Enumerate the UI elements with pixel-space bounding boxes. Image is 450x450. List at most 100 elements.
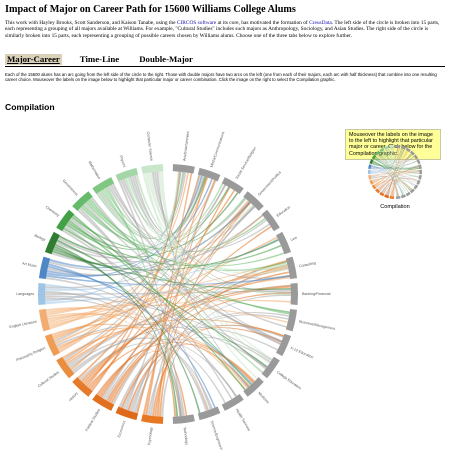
compilation-thumbnail-label[interactable]: Compilation xyxy=(380,204,410,210)
ribbon xyxy=(44,289,291,296)
thumb-ribbon xyxy=(375,158,416,188)
tab-major-career[interactable]: Major-Career xyxy=(5,54,62,65)
thumb-career-segment-government-politics xyxy=(410,150,415,156)
circos-diagram[interactable]: Psychology Economics Political Studies Hist… xyxy=(0,108,340,450)
career-segment-college-education[interactable] xyxy=(261,356,280,379)
tab-time-line[interactable]: Time-Line xyxy=(79,54,120,64)
major-segment-psychology[interactable] xyxy=(141,414,164,424)
major-label-art-music[interactable]: Art Music xyxy=(22,261,38,268)
ribbon xyxy=(71,337,237,397)
section-title: Compilation xyxy=(5,102,55,112)
major-label-chemistry[interactable]: Chemistry xyxy=(45,205,61,218)
thumb-ribbon xyxy=(378,153,413,164)
major-label-languages[interactable]: Languages xyxy=(16,292,34,296)
thumb-major-segment-languages xyxy=(368,169,371,175)
career-label-business-management[interactable]: Business/Management xyxy=(299,320,336,331)
thumb-segment-ring xyxy=(368,145,422,199)
thumb-ribbon xyxy=(391,165,419,197)
career-segment-health-services[interactable] xyxy=(221,393,244,411)
career-label-health-services[interactable]: Health Services xyxy=(235,408,251,432)
career-segment-medicine[interactable] xyxy=(243,377,264,397)
major-label-political-studies[interactable]: Political Studies xyxy=(85,408,102,432)
major-segment-economics[interactable] xyxy=(115,406,139,421)
thumb-ribbon xyxy=(383,181,413,194)
thumb-ribbon xyxy=(371,156,415,169)
career-label-media-communications[interactable]: Media/Communications xyxy=(210,131,226,168)
career-segment-technology[interactable] xyxy=(172,414,195,424)
thumb-career-segment-education xyxy=(413,154,419,160)
major-segment-languages[interactable] xyxy=(38,282,46,306)
thumb-ribbon xyxy=(387,147,399,161)
career-segment-k-12-education[interactable] xyxy=(276,333,292,357)
major-label-cultural-studies[interactable]: Cultural Studies xyxy=(37,370,60,388)
major-label-english-literature[interactable]: English Literature xyxy=(9,320,37,330)
major-segment-history[interactable] xyxy=(72,377,93,397)
career-segment-business-management[interactable] xyxy=(285,308,298,332)
major-label-philosophy-religion[interactable]: Philosophy Religion xyxy=(16,346,47,362)
major-label-psychology[interactable]: Psychology xyxy=(147,427,153,446)
career-segment-consulting[interactable] xyxy=(285,256,298,280)
career-label-medicine[interactable]: Medicine xyxy=(257,391,270,404)
major-label-history[interactable]: History xyxy=(68,391,79,402)
tab-divider xyxy=(5,65,445,67)
career-label-k-12-education[interactable]: K-12 Education xyxy=(290,346,314,360)
career-segment-science-engineering[interactable] xyxy=(197,406,221,421)
thumb-major-segment-biology xyxy=(369,159,374,165)
thumb-major-segment-geosciences xyxy=(375,150,380,156)
career-label-science-engineering[interactable]: Science/Engineering xyxy=(210,420,224,450)
thumb-career-segment-college-education xyxy=(413,184,419,190)
thumb-major-segment-english-literature xyxy=(368,174,372,180)
major-label-physics[interactable]: Physics xyxy=(119,155,127,168)
ribbon xyxy=(133,175,206,236)
major-segment-mathematics[interactable] xyxy=(92,177,115,195)
major-label-geosciences[interactable]: Geosciences xyxy=(62,179,79,197)
major-label-mathematics[interactable]: Mathematics xyxy=(87,160,101,180)
career-label-social-service-religion[interactable]: Social Service/Religion xyxy=(235,146,257,180)
major-segment-computer-science[interactable] xyxy=(141,164,164,174)
major-label-economics[interactable]: Economics xyxy=(117,420,127,438)
career-segment-social-service-religion[interactable] xyxy=(221,177,244,195)
thumb-career-segment-technology xyxy=(395,195,401,199)
thumb-major-segment-philosophy-religion xyxy=(369,179,374,185)
major-segment-biology[interactable] xyxy=(44,231,60,255)
career-segment-media-communications[interactable] xyxy=(197,167,221,182)
major-segment-chemistry[interactable] xyxy=(56,209,75,232)
major-label-computer-science[interactable]: Computer Science xyxy=(146,131,154,161)
major-segment-geosciences[interactable] xyxy=(72,191,93,211)
ribbon xyxy=(71,186,230,250)
major-segment-english-literature[interactable] xyxy=(38,308,51,332)
thumb-career-segment-banking-financial xyxy=(419,169,422,175)
thumb-ribbon xyxy=(383,150,415,164)
career-label-law[interactable]: Law xyxy=(290,235,298,241)
thumb-major-segment-history xyxy=(375,188,380,194)
thumb-ribbon xyxy=(391,147,403,161)
career-segment-banking-financial[interactable] xyxy=(290,282,298,306)
compilation-thumbnail[interactable] xyxy=(366,143,424,201)
ribbon xyxy=(147,314,289,416)
career-label-consulting[interactable]: Consulting xyxy=(299,261,316,268)
career-label-arts-entertainment[interactable]: Arts/Entertainment xyxy=(182,131,190,161)
ribbon xyxy=(48,276,291,325)
career-label-technology[interactable]: Technology xyxy=(183,427,189,446)
thumb-major-segment-computer-science xyxy=(389,145,395,149)
career-segment-education[interactable] xyxy=(261,209,280,232)
ribbon xyxy=(125,180,217,410)
circos-link[interactable]: CIRCOS software xyxy=(176,20,217,26)
career-segment-law[interactable] xyxy=(276,231,292,255)
major-segment-cultural-studies[interactable] xyxy=(56,356,75,379)
major-segment-philosophy-religion[interactable] xyxy=(44,333,60,357)
creusdata-link[interactable]: CreusData xyxy=(309,20,332,26)
career-segment-arts-entertainment[interactable] xyxy=(172,164,195,174)
career-label-college-education[interactable]: College Education xyxy=(276,370,302,390)
career-label-government-politics[interactable]: Government/Politics xyxy=(257,170,282,197)
tab-double-major[interactable]: Double-Major xyxy=(139,54,193,64)
career-label-banking-financial[interactable]: Banking/Financial xyxy=(302,292,331,296)
major-segment-art-music[interactable] xyxy=(38,256,51,280)
major-label-biology[interactable]: Biology xyxy=(34,234,47,242)
career-label-education[interactable]: Education xyxy=(276,205,291,218)
thumb-ribbon xyxy=(381,151,420,170)
major-segment-physics[interactable] xyxy=(115,167,139,182)
career-segment-government-politics[interactable] xyxy=(243,191,264,211)
ribbon xyxy=(54,236,278,345)
major-segment-political-studies[interactable] xyxy=(92,393,115,411)
